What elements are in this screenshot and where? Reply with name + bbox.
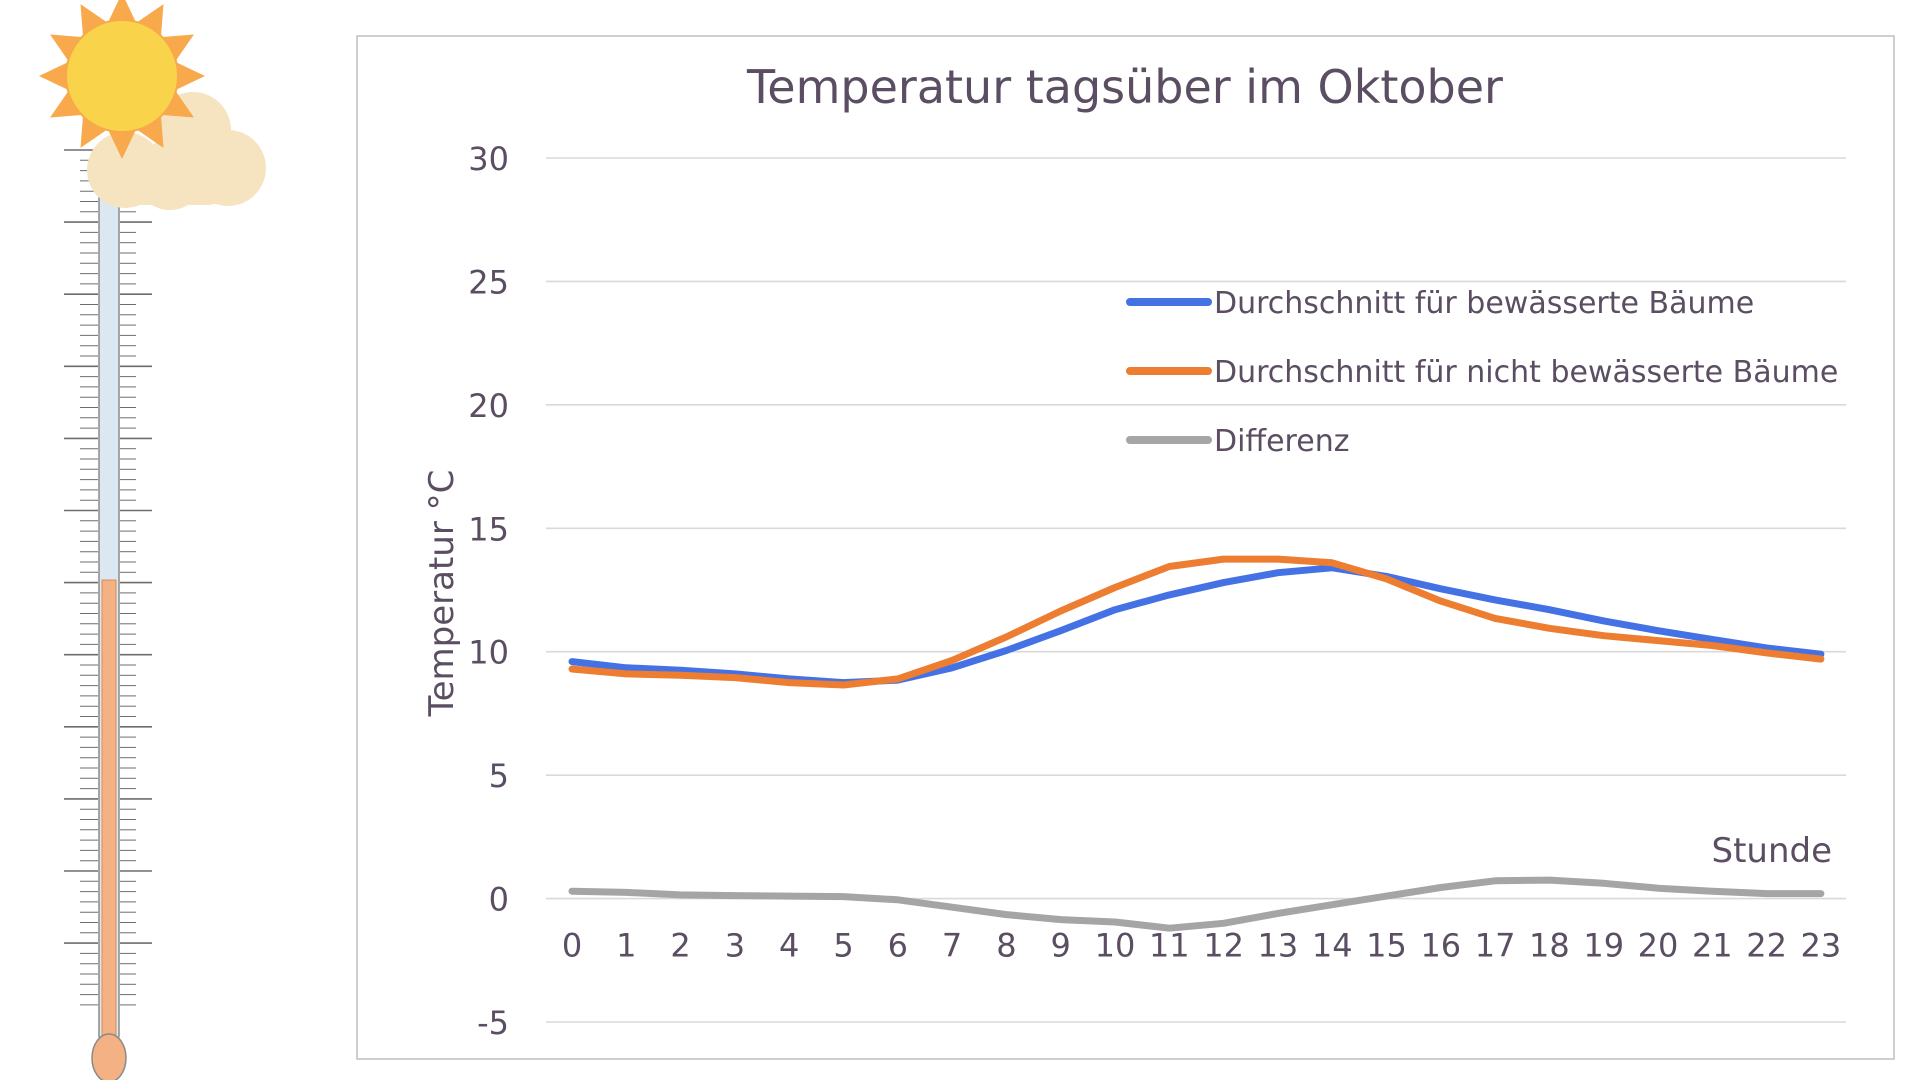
x-tick-label: 1 xyxy=(616,927,636,965)
series-line-1 xyxy=(568,564,1825,687)
thermometer-bulb-icon xyxy=(91,1033,127,1080)
legend-label: Durchschnitt für nicht bewässerte Bäume xyxy=(1214,355,1838,390)
series-line-2 xyxy=(568,555,1825,689)
y-axis-label: Temperatur °C xyxy=(422,470,462,718)
x-tick-label: 17 xyxy=(1475,927,1516,965)
x-tick-label: 2 xyxy=(670,927,690,965)
chart-frame xyxy=(356,35,1895,1060)
x-tick-label: 20 xyxy=(1638,927,1679,965)
series-lines xyxy=(568,555,1825,932)
x-tick-label: 7 xyxy=(942,927,962,965)
y-tick-label: -5 xyxy=(477,1004,509,1042)
x-tick-label: 5 xyxy=(833,927,853,965)
sun-icon xyxy=(39,0,205,159)
y-tick-label: 15 xyxy=(468,510,509,548)
x-tick-label: 0 xyxy=(562,927,582,965)
x-tick-label: 3 xyxy=(725,927,745,965)
legend-label: Durchschnitt für bewässerte Bäume xyxy=(1214,286,1754,321)
x-tick-label: 8 xyxy=(996,927,1016,965)
x-tick-label: 10 xyxy=(1095,927,1136,965)
x-axis-ticks: 0 1 2 3 4 5 6 7 8 9 10 11 12 13 14 15 16 17 18 19 20 21 22 23 xyxy=(562,927,1841,965)
x-tick-label: 21 xyxy=(1692,927,1733,965)
series-line-3 xyxy=(568,876,1825,932)
cloud-icon xyxy=(87,92,266,210)
x-tick-label: 15 xyxy=(1366,927,1407,965)
x-tick-label: 11 xyxy=(1149,927,1190,965)
thermometer-illustration xyxy=(39,0,266,1080)
x-tick-label: 14 xyxy=(1312,927,1353,965)
chart-title: Temperatur tagsüber im Oktober xyxy=(746,60,1503,114)
x-tick-label: 12 xyxy=(1203,927,1244,965)
y-tick-label: 10 xyxy=(468,634,509,672)
thermometer-scale xyxy=(64,149,152,1006)
x-tick-label: 9 xyxy=(1051,927,1071,965)
x-tick-label: 6 xyxy=(888,927,908,965)
legend: Durchschnitt für bewässerte Bäume Durchsc… xyxy=(1126,286,1838,459)
x-tick-label: 22 xyxy=(1746,927,1787,965)
x-tick-label: 16 xyxy=(1420,927,1461,965)
y-axis-ticks: -5 0 5 10 15 20 25 30 xyxy=(468,140,509,1042)
x-axis-label: Stunde xyxy=(1711,831,1832,871)
x-tick-label: 19 xyxy=(1583,927,1624,965)
x-tick-label: 4 xyxy=(779,927,799,965)
y-tick-label: 20 xyxy=(468,387,509,425)
x-tick-label: 13 xyxy=(1258,927,1299,965)
y-tick-label: 25 xyxy=(468,263,509,301)
x-tick-label: 18 xyxy=(1529,927,1570,965)
y-tick-label: 5 xyxy=(489,757,509,795)
legend-label: Differenz xyxy=(1214,424,1349,459)
y-tick-label: 30 xyxy=(468,140,509,178)
y-tick-label: 0 xyxy=(489,881,509,919)
x-tick-label: 23 xyxy=(1801,927,1842,965)
